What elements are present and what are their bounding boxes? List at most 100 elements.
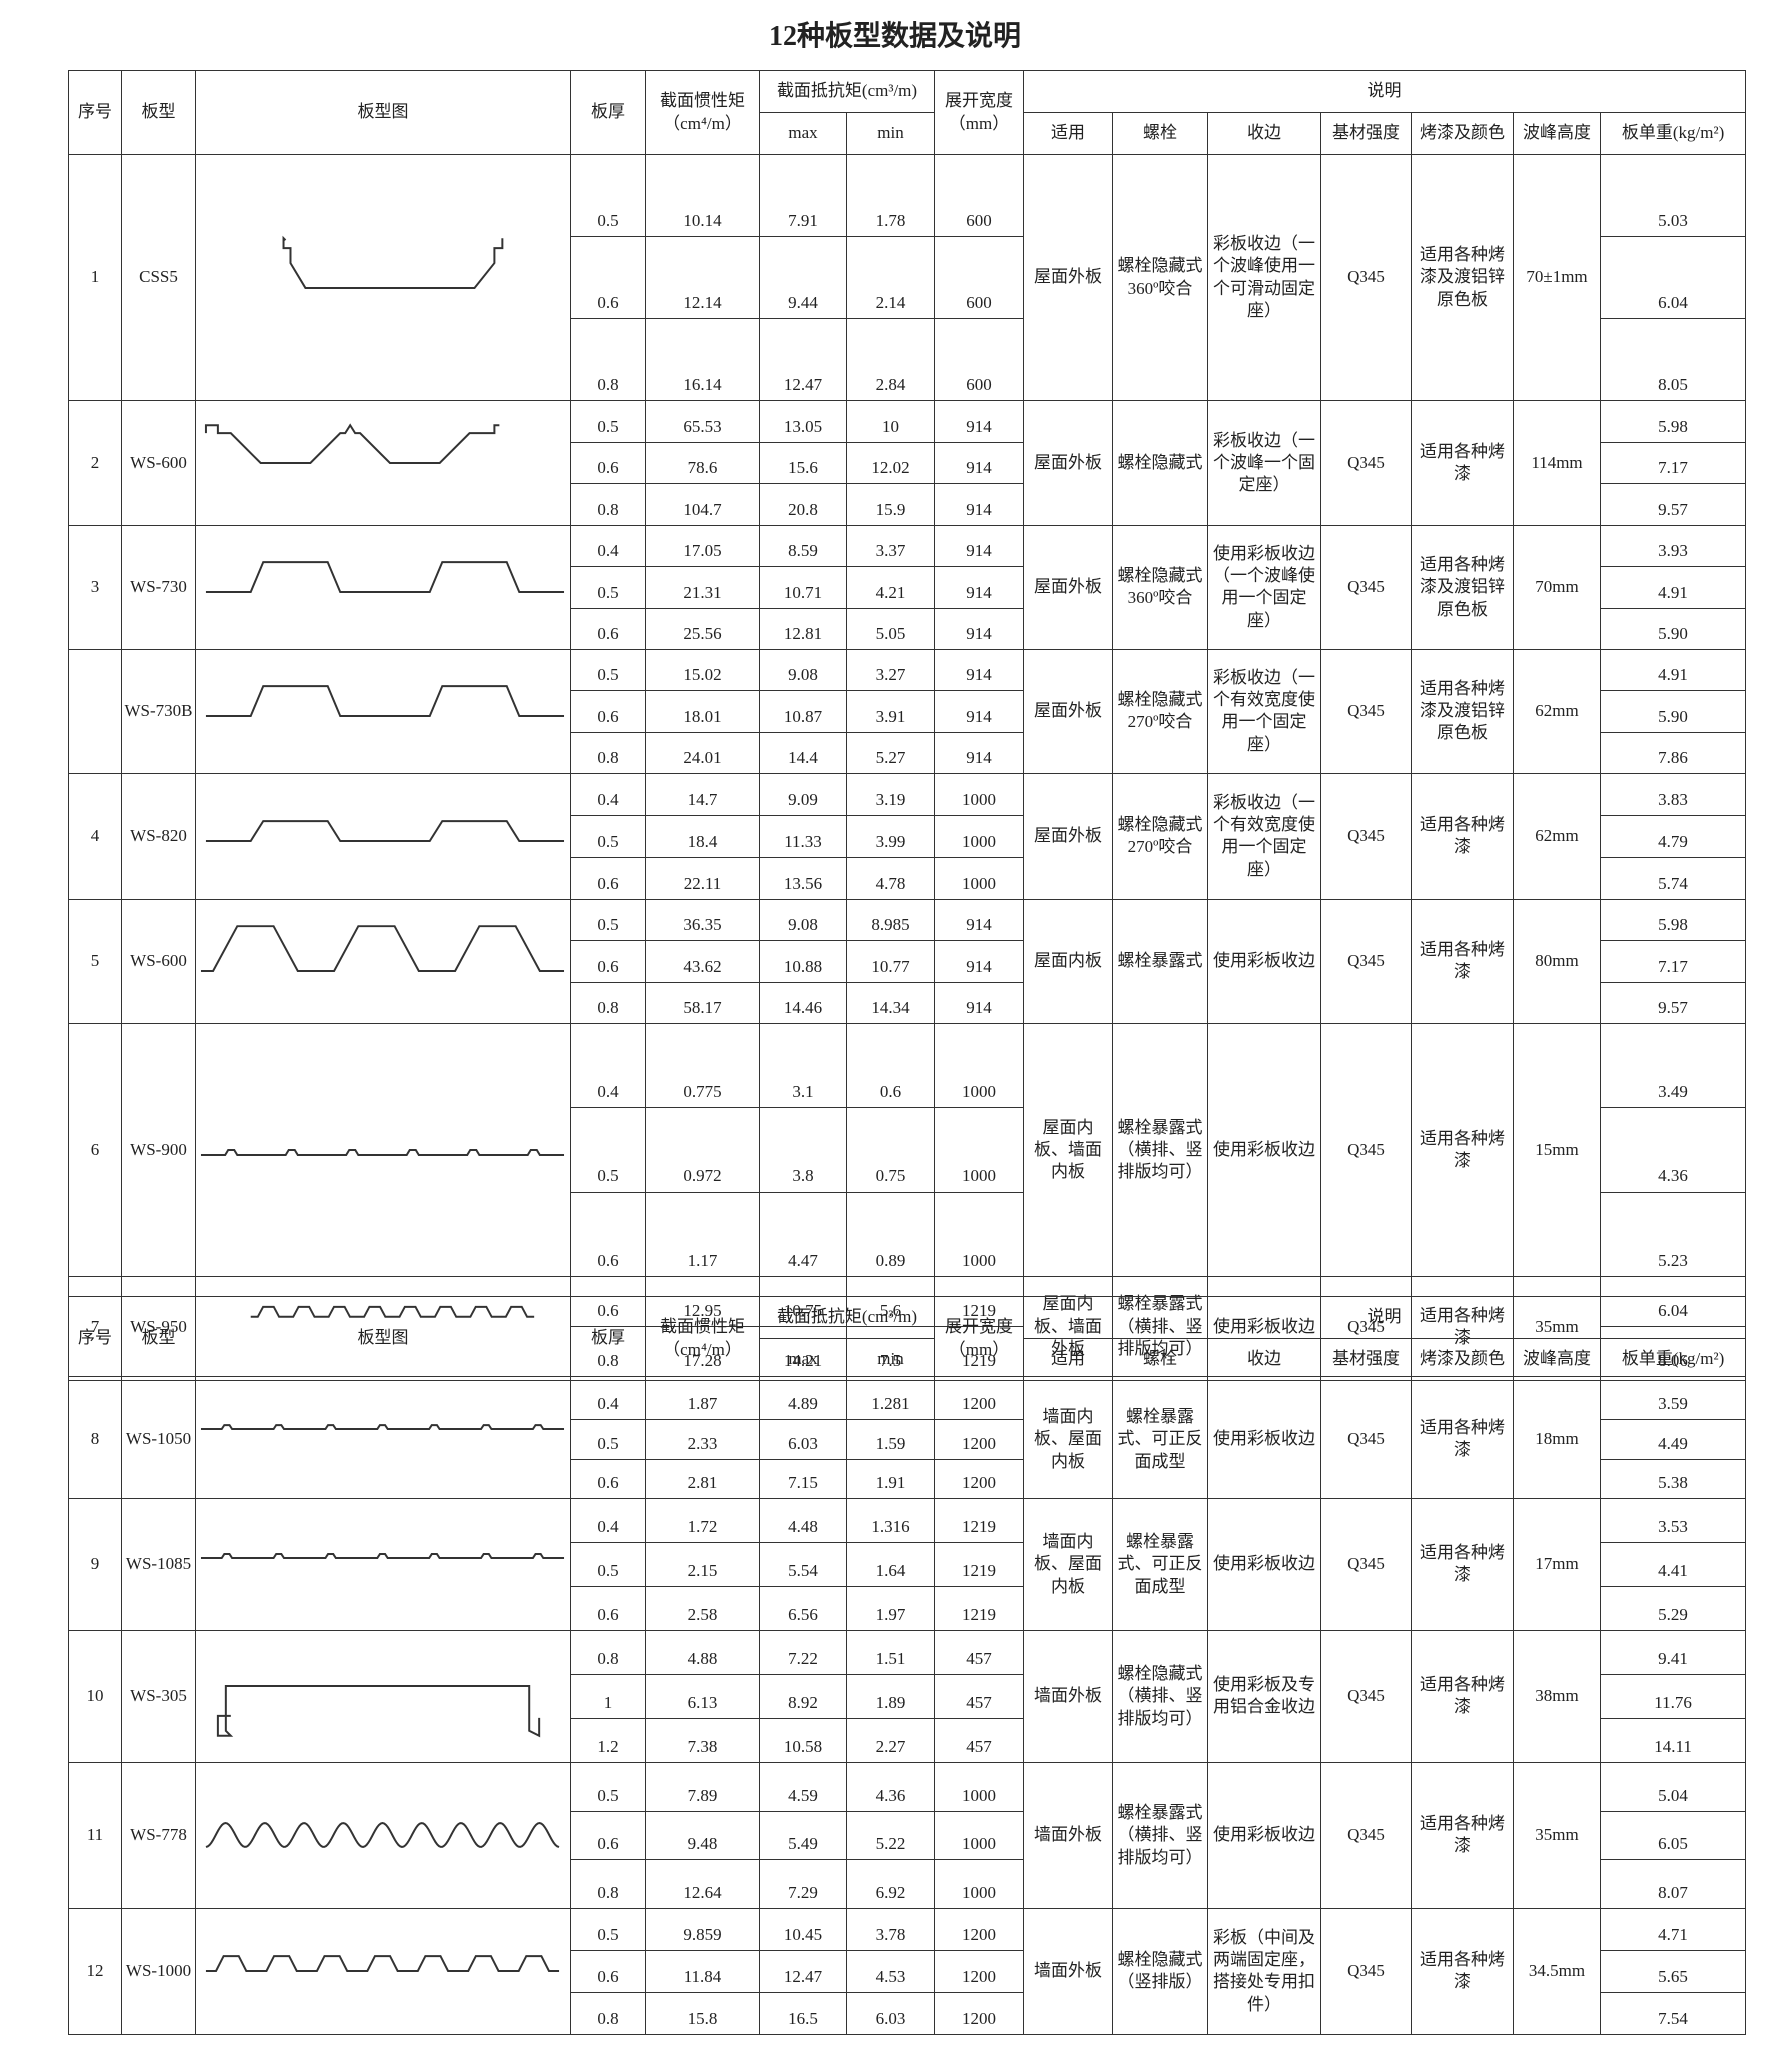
weight-cell: 5.90 [1600, 690, 1747, 733]
data-table: 序号 板型 板型图 板厚 截面惯性矩（cm⁴/m） 截面抵抗矩(cm³/m) 展开宽度（mm… [68, 70, 1747, 1378]
value-cell: 0.6 [570, 1810, 646, 1861]
data-row: 10 WS-305 0.8 4.88 7.22 1.51 457 墙面外板 螺栓隐藏式（横排、竖… [68, 1629, 1747, 1763]
value-cell: 0.6 [570, 1458, 646, 1499]
weight-cell: 4.79 [1600, 814, 1747, 858]
note-cell: 适用各种烤漆及渡铝锌原色板 [1411, 524, 1515, 650]
model-name: WS-1050 [121, 1380, 196, 1499]
value-cell: 914 [934, 524, 1025, 568]
data-row: 0.5 2.33 6.03 1.59 1200 4.49 [69, 1419, 1747, 1460]
data-row: 0.6 43.62 10.88 10.77 914 7.17 [69, 940, 1747, 983]
weight-cell: 4.71 [1600, 1907, 1747, 1951]
value-cell: 5.49 [759, 1810, 847, 1861]
weight-cell: 4.49 [1600, 1419, 1747, 1460]
note-cell: 螺栓隐藏式（竖排版） [1112, 1907, 1209, 2035]
header-cell: 基材强度 [1320, 112, 1413, 155]
profile-line [205, 1822, 560, 1849]
profile-line [200, 925, 565, 973]
value-cell: 0.5 [570, 1761, 646, 1812]
value-cell: 12.02 [845, 441, 936, 485]
value-cell: 0.8 [570, 1991, 646, 2035]
value-cell: 7.38 [645, 1717, 760, 1763]
value-cell: 3.19 [845, 772, 936, 816]
model-name: WS-600 [121, 898, 196, 1024]
value-cell: 457 [934, 1673, 1025, 1719]
header-row: 序号 板型 板型图 板厚 截面惯性矩（cm⁴/m） 截面抵抗矩(cm³/m) 展开宽度（mm… [68, 1296, 1747, 1381]
data-row: 0.6 78.6 15.6 12.02 914 7.17 [69, 441, 1747, 485]
note-cell: 使用彩板收边 [1207, 1761, 1322, 1909]
value-cell: 9.48 [645, 1810, 760, 1861]
value-cell: 1.2 [570, 1717, 646, 1763]
model-name: WS-820 [121, 772, 196, 900]
value-cell: 0.5 [570, 400, 646, 443]
value-cell: 12.81 [759, 607, 847, 650]
profile-drawing [205, 1955, 560, 1973]
value-cell: 457 [934, 1717, 1025, 1763]
data-row: 0.8 24.01 14.4 5.27 914 7.86 [69, 731, 1747, 774]
data-row: 0.8 58.17 14.46 14.34 914 9.57 [69, 981, 1747, 1024]
header-row: 序号 板型 板型图 板厚 截面惯性矩（cm⁴/m） 截面抵抗矩(cm³/m) 展开宽度（mm… [68, 70, 1747, 155]
row-number: 3 [68, 524, 122, 650]
header-cell: 展开宽度（mm） [934, 1296, 1025, 1381]
data-row: 11 WS-778 0.5 7.89 4.59 4.36 1000 墙面外板 螺栓暴露式（横排、… [68, 1761, 1747, 1909]
value-cell: 2.84 [845, 318, 936, 401]
value-cell: 10.58 [759, 1717, 847, 1763]
value-cell: 9.08 [759, 898, 847, 942]
weight-cell: 14.11 [1600, 1717, 1747, 1763]
value-cell: 16.14 [645, 318, 760, 401]
header-cell: 说明 [1023, 1296, 1747, 1339]
data-row: 6 WS-900 0.4 0.775 3.1 0.6 1000 屋面内板、墙面内板 螺栓暴露式（… [68, 1022, 1747, 1277]
value-cell: 13.05 [759, 400, 847, 443]
value-cell: 22.11 [645, 856, 760, 900]
note-cell: 螺栓隐藏式（横排、竖排版均可） [1112, 1629, 1209, 1763]
note-cell: 彩板收边（一个有效宽度使用一个固定座） [1207, 772, 1322, 900]
note-cell: 螺栓暴露式、可正反面成型 [1112, 1380, 1209, 1499]
profile-drawing [205, 561, 565, 594]
value-cell: 1200 [934, 1379, 1025, 1421]
model-name: WS-1000 [121, 1907, 196, 2035]
data-row: 0.5 2.15 5.54 1.64 1219 4.41 [69, 1541, 1747, 1587]
note-cell: 适用各种烤漆 [1411, 772, 1515, 900]
note-cell: Q345 [1320, 1761, 1413, 1909]
value-cell: 1000 [934, 1107, 1025, 1193]
note-cell: 彩板收边（一个波峰使用一个可滑动固定座） [1207, 154, 1322, 401]
header-cell: 板型图 [195, 1296, 571, 1381]
value-cell: 3.78 [845, 1907, 936, 1951]
note-cell: 34.5mm [1513, 1907, 1602, 2035]
value-cell: 0.75 [845, 1107, 936, 1193]
page-title: 12种板型数据及说明 [768, 21, 1021, 52]
value-cell: 9.09 [759, 772, 847, 816]
data-row: 3 WS-730 0.4 17.05 8.59 3.37 914 屋面外板 螺栓隐藏式360º咬… [68, 524, 1747, 650]
row-number: 2 [68, 400, 122, 526]
weight-cell: 5.90 [1600, 607, 1747, 650]
note-cell: 墙面外板 [1023, 1761, 1114, 1909]
header-cell: 波峰高度 [1513, 1338, 1602, 1381]
header-cell: 波峰高度 [1513, 112, 1602, 155]
note-cell: 墙面内板、屋面内板 [1023, 1380, 1114, 1499]
data-row: 0.8 104.7 20.8 15.9 914 9.57 [69, 483, 1747, 526]
note-cell: Q345 [1320, 648, 1413, 774]
profile-drawing [205, 820, 565, 843]
value-cell: 17.05 [645, 524, 760, 568]
note-cell: Q345 [1320, 1629, 1413, 1763]
profile-cell [195, 154, 571, 401]
profile-line [204, 423, 500, 464]
value-cell: 0.6 [570, 940, 646, 983]
weight-cell: 5.29 [1600, 1585, 1747, 1631]
value-cell: 2.15 [645, 1541, 760, 1587]
note-cell: 适用各种烤漆 [1411, 1022, 1515, 1277]
value-cell: 1200 [934, 1458, 1025, 1499]
note-cell: 使用彩板及专用铝合金收边 [1207, 1629, 1322, 1763]
data-row: 9 WS-1085 0.4 1.72 4.48 1.316 1219 墙面内板、屋面内板 螺栓暴… [68, 1497, 1747, 1631]
value-cell: 3.37 [845, 524, 936, 568]
value-cell: 78.6 [645, 441, 760, 485]
value-cell: 0.5 [570, 1541, 646, 1587]
note-cell: 使用彩板收边 [1207, 1380, 1322, 1499]
row-number: 6 [68, 1022, 122, 1277]
value-cell: 4.48 [759, 1497, 847, 1543]
value-cell: 914 [934, 940, 1025, 983]
header-cell: 螺栓 [1112, 112, 1209, 155]
model-name: WS-730 [121, 524, 196, 650]
value-cell: 16.5 [759, 1991, 847, 2035]
value-cell: 25.56 [645, 607, 760, 650]
value-cell: 14.34 [845, 981, 936, 1024]
